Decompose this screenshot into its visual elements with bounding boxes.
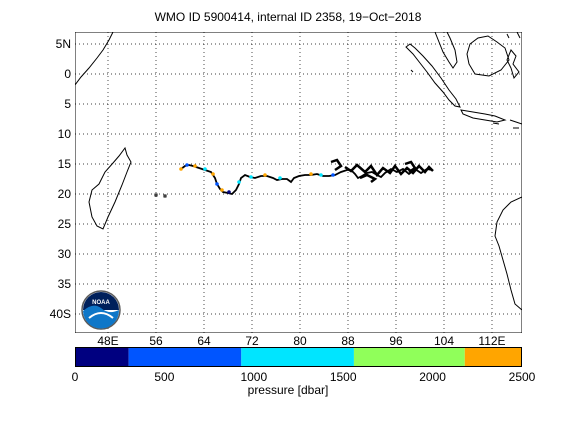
longitude-label: 80 (293, 334, 307, 348)
colorbar-tick-label: 0 (71, 370, 79, 384)
latitude-label: 10 (57, 127, 71, 141)
trajectory-marker (179, 167, 183, 171)
longitude-label: 88 (341, 334, 355, 348)
noaa-logo: NOAA (81, 290, 121, 330)
trajectory-marker (215, 182, 219, 186)
latitude-label: 0 (64, 67, 71, 81)
africa-coastline (75, 32, 114, 86)
mascarene-islands (154, 193, 167, 198)
longitude-label: 48E (97, 334, 119, 348)
trajectory-line (180, 164, 433, 195)
map-title: WMO ID 5900414, internal ID 2358, 19−Oct… (154, 10, 422, 24)
longitude-label: 104 (433, 334, 455, 348)
trajectory-marker (319, 173, 323, 177)
trajectory-marker (331, 173, 335, 177)
borneo-coastline (466, 35, 510, 77)
colorbar-segment (128, 347, 242, 367)
trajectory-marker (193, 164, 197, 168)
trajectory-marker (211, 172, 215, 176)
map-plot: NOAA (75, 32, 522, 333)
trajectory-cluster (330, 158, 434, 183)
sulawesi-coastline (506, 49, 520, 80)
colorbar-segment (464, 347, 522, 367)
float-trajectory (179, 158, 434, 195)
trajectory-marker (220, 188, 224, 192)
colorbar-tick-label: 1500 (329, 370, 357, 384)
latitude-label: 5N (55, 37, 71, 51)
colorbar-title: pressure [dbar] (247, 383, 329, 397)
longitude-label: 96 (389, 334, 403, 348)
colorbar-tick-label: 2000 (419, 370, 446, 384)
latitude-label: 15 (57, 157, 71, 171)
colorbar-segment (241, 347, 354, 367)
malay-peninsula-coastline (434, 32, 458, 69)
longitude-label: 64 (197, 334, 211, 348)
colorbar-tick-label: 500 (154, 370, 175, 384)
longitude-label: 112E (478, 334, 506, 348)
latitude-label: 25 (57, 217, 71, 231)
noaa-logo-text: NOAA (92, 300, 110, 306)
trajectory-marker (278, 176, 282, 180)
trajectory-marker (249, 175, 253, 179)
latitude-label: 35 (57, 277, 71, 291)
lesser-sunda-islands (492, 119, 522, 129)
colorbar-tick-label: 1000 (240, 370, 268, 384)
colorbar-tick-label: 2500 (508, 370, 536, 384)
longitude-label: 56 (149, 334, 163, 348)
colorbar (75, 347, 522, 367)
trajectory-marker (203, 167, 207, 171)
trajectory-marker (309, 172, 313, 176)
colorbar-segment (353, 347, 465, 367)
longitude-label: 72 (245, 334, 259, 348)
australia-coastline (494, 196, 522, 311)
latitude-label: 5 (64, 97, 71, 111)
trajectory-marker (185, 163, 189, 167)
trajectory-marker (227, 190, 231, 194)
latitude-label: 40S (49, 307, 71, 321)
trajectory-marker (263, 173, 267, 177)
trajectory-marker (237, 180, 241, 184)
java-coastline (460, 109, 507, 123)
sumatra-coastline (405, 43, 461, 108)
map-grid (75, 32, 522, 333)
latitude-label: 30 (57, 247, 71, 261)
madagascar-coastline (88, 146, 132, 230)
latitude-label: 20 (57, 187, 71, 201)
colorbar-segment (75, 347, 129, 367)
small-islands-north (410, 32, 521, 73)
